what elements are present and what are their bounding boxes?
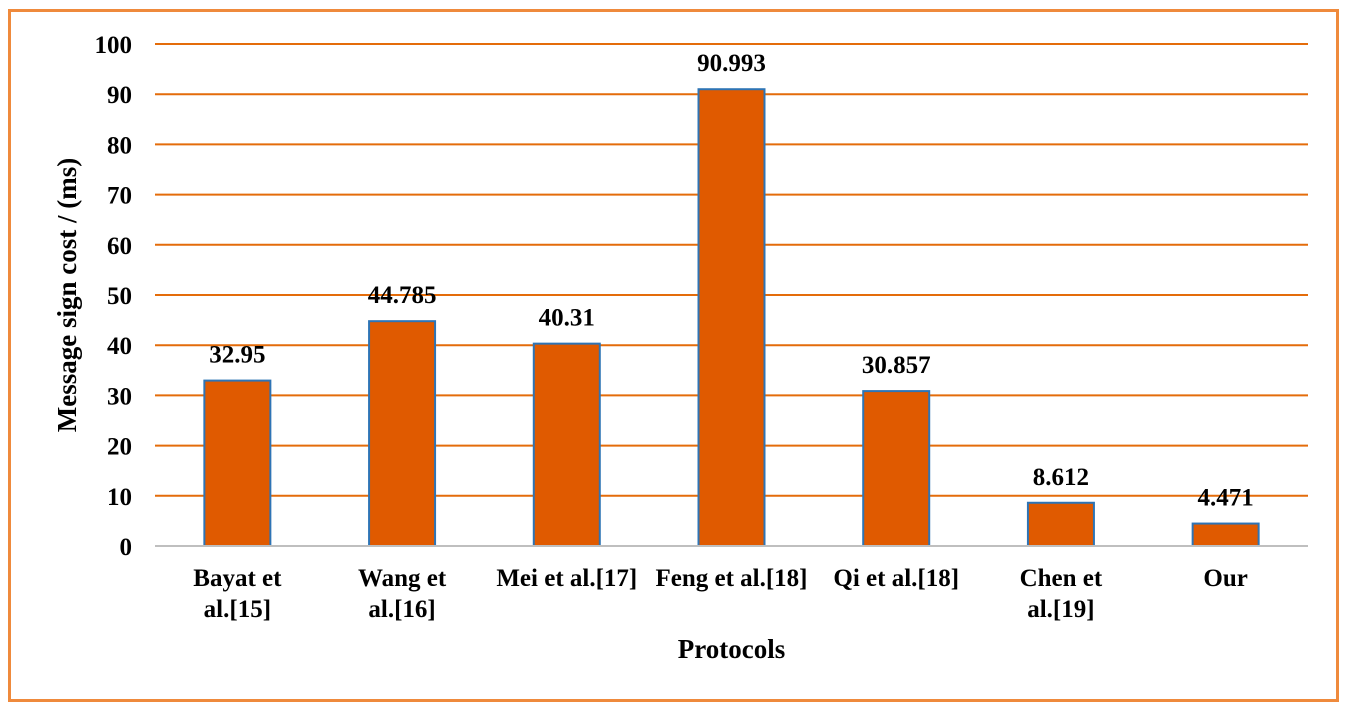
data-label: 44.785 [368, 282, 437, 309]
chart-frame [8, 9, 1339, 702]
y-tick-label: 90 [107, 82, 132, 109]
y-axis-title: Message sign cost / (ms) [52, 158, 82, 432]
x-tick-label: Bayat et al.[15] [193, 565, 282, 623]
y-tick-labels: 0 10 20 30 40 50 60 70 80 90 100 [95, 32, 133, 561]
y-tick-label: 10 [107, 484, 132, 511]
y-tick-label: 100 [95, 32, 133, 59]
data-label: 40.31 [539, 305, 595, 332]
x-tick-label: Feng et al.[18] [655, 565, 807, 592]
y-tick-label: 70 [107, 183, 132, 210]
data-label: 4.471 [1198, 485, 1254, 512]
x-tick-labels: Bayat et al.[15] Wang et al.[16] Mei et al.[… [193, 565, 1248, 623]
y-tick-label: 40 [107, 333, 132, 360]
bar [1026, 501, 1095, 547]
data-label: 8.612 [1033, 464, 1089, 491]
bar [203, 379, 272, 547]
x-tick-label: Wang et al.[16] [358, 565, 447, 623]
data-label: 90.993 [697, 50, 766, 77]
bar [862, 390, 931, 548]
bar [1191, 522, 1260, 548]
x-tick-label: Qi et al.[18] [833, 565, 959, 592]
y-tick-label: 50 [107, 283, 132, 310]
x-tick-label: Chen et al.[19] [1020, 565, 1103, 623]
data-labels: 32.95 44.785 40.31 90.993 30.857 8.612 4.471 [209, 50, 1254, 511]
bars [203, 88, 1260, 548]
y-tick-label: 20 [107, 434, 132, 461]
bar [697, 88, 766, 547]
bar [368, 320, 437, 547]
y-tick-label: 80 [107, 132, 132, 159]
y-tick-label: 30 [107, 383, 132, 410]
y-tick-label: 60 [107, 233, 132, 260]
data-label: 30.857 [862, 352, 931, 379]
y-tick-label: 0 [120, 534, 133, 561]
x-axis-title: Protocols [678, 634, 785, 664]
x-tick-label: Mei et al.[17] [496, 565, 637, 592]
data-label: 32.95 [209, 342, 265, 369]
x-tick-label: Our [1203, 565, 1247, 592]
bar [532, 342, 601, 547]
